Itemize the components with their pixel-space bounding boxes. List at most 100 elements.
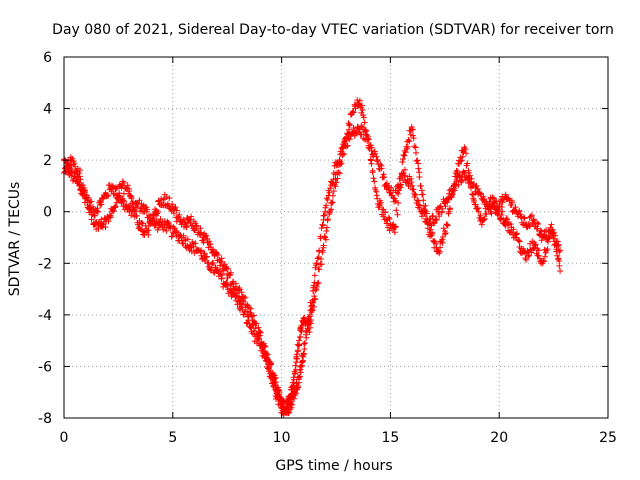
data-point [344, 142, 351, 149]
data-point [449, 188, 456, 195]
data-point [554, 252, 561, 259]
data-point [319, 221, 326, 228]
data-point [323, 228, 330, 234]
data-point [442, 203, 449, 210]
data-point [247, 309, 254, 316]
data-point [306, 313, 313, 320]
data-point [344, 131, 351, 138]
data-point [128, 212, 135, 219]
data-point [556, 262, 563, 269]
data-point [224, 275, 231, 281]
data-point [515, 237, 522, 244]
data-point [321, 212, 328, 219]
data-point [313, 283, 320, 290]
data-point [218, 275, 225, 282]
data-point [447, 206, 453, 213]
data-point [555, 242, 562, 249]
data-point [217, 271, 224, 277]
data-point [210, 269, 217, 275]
data-point [420, 197, 427, 204]
x-tick-label: 20 [490, 430, 508, 446]
data-point [312, 287, 319, 294]
data-point [88, 198, 95, 205]
data-point [155, 198, 162, 205]
data-point [106, 182, 113, 189]
data-point [323, 224, 330, 231]
data-point [354, 97, 361, 104]
data-point [532, 241, 539, 248]
data-point [369, 169, 376, 176]
data-point [487, 198, 493, 205]
data-point [537, 227, 544, 234]
data-point [381, 174, 388, 181]
data-point [528, 212, 535, 219]
data-point [133, 212, 140, 219]
x-tick-label: 0 [60, 430, 69, 446]
data-point [551, 242, 558, 249]
data-point [320, 222, 326, 229]
data-point [203, 254, 210, 260]
data-point [127, 192, 134, 199]
data-point [374, 156, 381, 163]
data-point [198, 229, 204, 236]
data-point [284, 404, 291, 411]
data-point [333, 179, 340, 186]
data-point [171, 210, 177, 217]
data-point [391, 229, 398, 236]
data-point [534, 225, 541, 232]
data-point [113, 199, 120, 206]
data-point [193, 223, 200, 230]
data-point [298, 328, 305, 335]
data-point [401, 166, 408, 173]
data-point [105, 192, 112, 199]
data-point [557, 268, 564, 274]
data-point [297, 333, 304, 340]
data-point [412, 191, 419, 198]
data-point [327, 185, 334, 192]
data-point [164, 218, 171, 225]
data-point [451, 181, 458, 188]
data-point [160, 196, 167, 203]
data-point [138, 219, 145, 226]
data-point [474, 186, 481, 193]
data-point [514, 230, 520, 237]
data-point [445, 195, 452, 202]
data-point [139, 220, 146, 227]
data-point [399, 159, 406, 165]
data-point [467, 180, 474, 186]
data-point [552, 232, 559, 239]
data-point [187, 244, 194, 251]
data-point [312, 264, 319, 271]
data-point [545, 238, 551, 245]
data-point [328, 199, 335, 206]
data-point [276, 389, 283, 396]
data-point [323, 202, 330, 209]
data-point [440, 225, 447, 232]
data-point [469, 191, 476, 198]
data-point [529, 238, 536, 245]
data-point [408, 124, 415, 130]
data-point [283, 409, 290, 416]
data-point [448, 193, 455, 200]
data-point [189, 223, 196, 229]
data-point [429, 230, 436, 237]
data-point [412, 144, 419, 151]
data-point [359, 107, 366, 113]
data-point [433, 216, 440, 223]
data-point [128, 193, 135, 200]
data-point [409, 186, 416, 193]
data-point [535, 252, 542, 259]
data-point [247, 305, 254, 312]
data-point [237, 306, 244, 313]
data-point [172, 204, 179, 211]
data-point [385, 214, 392, 221]
data-point [255, 324, 262, 331]
data-point [257, 329, 264, 336]
data-point [374, 158, 380, 165]
data-point [183, 224, 190, 231]
data-point [301, 346, 308, 352]
data-point [136, 197, 143, 204]
data-point [439, 239, 446, 246]
data-point [464, 160, 471, 167]
data-point [292, 370, 298, 377]
